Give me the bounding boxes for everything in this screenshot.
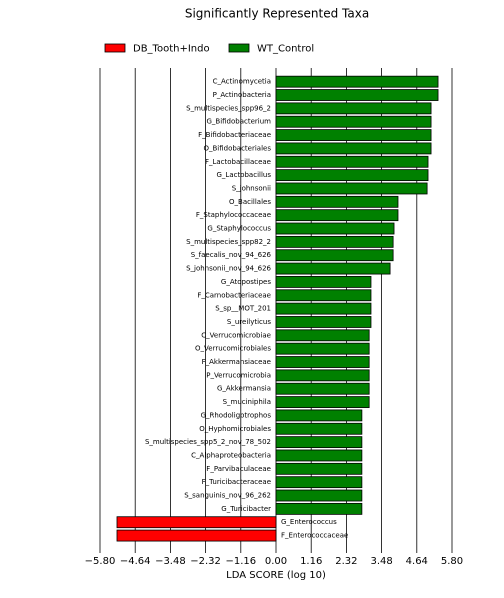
bar <box>275 489 363 502</box>
category-label: G_Lactobacillus <box>217 171 272 179</box>
category-label: G_Enterococcus <box>281 518 337 526</box>
category-label: C_Alphaproteobacteria <box>191 451 271 459</box>
category-label: F_Lactobacillaceae <box>205 158 271 166</box>
x-axis-label: LDA SCORE (log 10) <box>226 570 326 581</box>
bar <box>275 329 370 342</box>
bar <box>275 342 370 355</box>
bar <box>116 516 277 529</box>
bar <box>275 289 372 302</box>
bar <box>275 462 363 475</box>
legend-swatch <box>104 43 126 53</box>
x-tick-label: −1.16 <box>225 556 256 567</box>
bar <box>275 396 370 408</box>
x-tick-label: 3.48 <box>370 556 392 567</box>
bar <box>275 235 394 248</box>
category-label: S_johnsonii <box>232 184 271 192</box>
category-label: F_Enterococcaceae <box>281 532 348 540</box>
category-label: S_multispecies_spp96_2 <box>186 104 271 112</box>
bar <box>275 182 428 195</box>
chart-title: Significantly Represented Taxa <box>185 7 369 21</box>
category-label: G_Staphylococcus <box>207 225 271 233</box>
x-tick-label: −3.48 <box>155 556 186 567</box>
category-label: S_multispecies_spp82_2 <box>186 238 271 246</box>
bar <box>275 409 363 422</box>
bar <box>275 302 372 315</box>
bar <box>275 249 394 262</box>
category-label: F_Bifidobacteriaceae <box>198 131 271 139</box>
bar <box>275 449 363 462</box>
x-tick-label: 0.00 <box>265 556 287 567</box>
bar <box>275 436 363 449</box>
category-label: F_Parvibaculaceae <box>206 465 271 473</box>
category-label: S_johnsonii_nov_94_626 <box>186 265 271 273</box>
category-label: S_faecalis_nov_94_626 <box>191 251 272 259</box>
bar <box>275 142 432 155</box>
bar <box>275 382 370 395</box>
x-tick-label: −2.32 <box>190 556 221 567</box>
bar <box>275 155 429 168</box>
category-label: S_ureilyticus <box>227 318 271 326</box>
bar <box>275 422 363 435</box>
category-label: S_sp__MOT_201 <box>215 305 271 313</box>
bar <box>275 369 370 382</box>
category-label: O_Verrucomicrobiales <box>195 345 271 353</box>
bar <box>275 262 391 275</box>
x-tick-label: −5.80 <box>85 556 116 567</box>
bar <box>275 129 432 141</box>
x-tick-label: 5.80 <box>441 556 463 567</box>
bar <box>275 276 372 288</box>
bar <box>275 75 439 88</box>
x-tick-label: 2.32 <box>335 556 357 567</box>
category-label: F_Carnobacteriaceae <box>197 291 271 299</box>
category-label: S_muciniphila <box>223 398 271 406</box>
bar <box>275 209 399 222</box>
category-label: C_Actinomycetia <box>213 78 271 86</box>
category-label: S_multispecies_spp5_2_nov_78_502 <box>145 438 271 446</box>
legend-swatch <box>228 43 250 53</box>
category-label: O_Hyphomicrobiales <box>199 425 271 433</box>
category-label: F_Akkermansiaceae <box>202 358 271 366</box>
category-label: O_Bifidobacteriales <box>203 144 271 152</box>
bar <box>275 316 372 328</box>
bar <box>275 195 399 208</box>
bar <box>275 102 432 115</box>
x-tick-label: 1.16 <box>300 556 322 567</box>
x-tick-label: −4.64 <box>120 556 151 567</box>
category-label: G_Atopostipes <box>221 278 271 286</box>
category-label: S_sanguinis_nov_96_262 <box>184 492 271 500</box>
category-label: G_Turicibacter <box>221 505 271 513</box>
category-label: F_Turicibacteraceae <box>202 478 271 486</box>
bar <box>275 222 395 235</box>
category-label: F_Staphylococcaceae <box>196 211 271 219</box>
bar <box>275 502 363 515</box>
legend-label: DB_Tooth+Indo <box>133 44 210 55</box>
legend-label: WT_Control <box>257 44 314 55</box>
bar <box>116 529 277 542</box>
bar <box>275 476 363 489</box>
category-label: G_Rhodoligotrophos <box>201 411 272 419</box>
category-label: G_Bifidobacterium <box>206 118 271 126</box>
x-tick-label: 4.64 <box>406 556 428 567</box>
category-label: C_Verrucomicrobiae <box>201 331 271 339</box>
category-label: G_Akkermansia <box>217 385 271 393</box>
bar <box>275 169 429 182</box>
bar <box>275 115 432 128</box>
bar <box>275 356 370 368</box>
category-label: P_Verrucomicrobia <box>206 371 271 379</box>
bar <box>275 89 439 101</box>
category-label: O_Bacillales <box>229 198 271 206</box>
category-label: P_Actinobacteria <box>213 91 271 99</box>
